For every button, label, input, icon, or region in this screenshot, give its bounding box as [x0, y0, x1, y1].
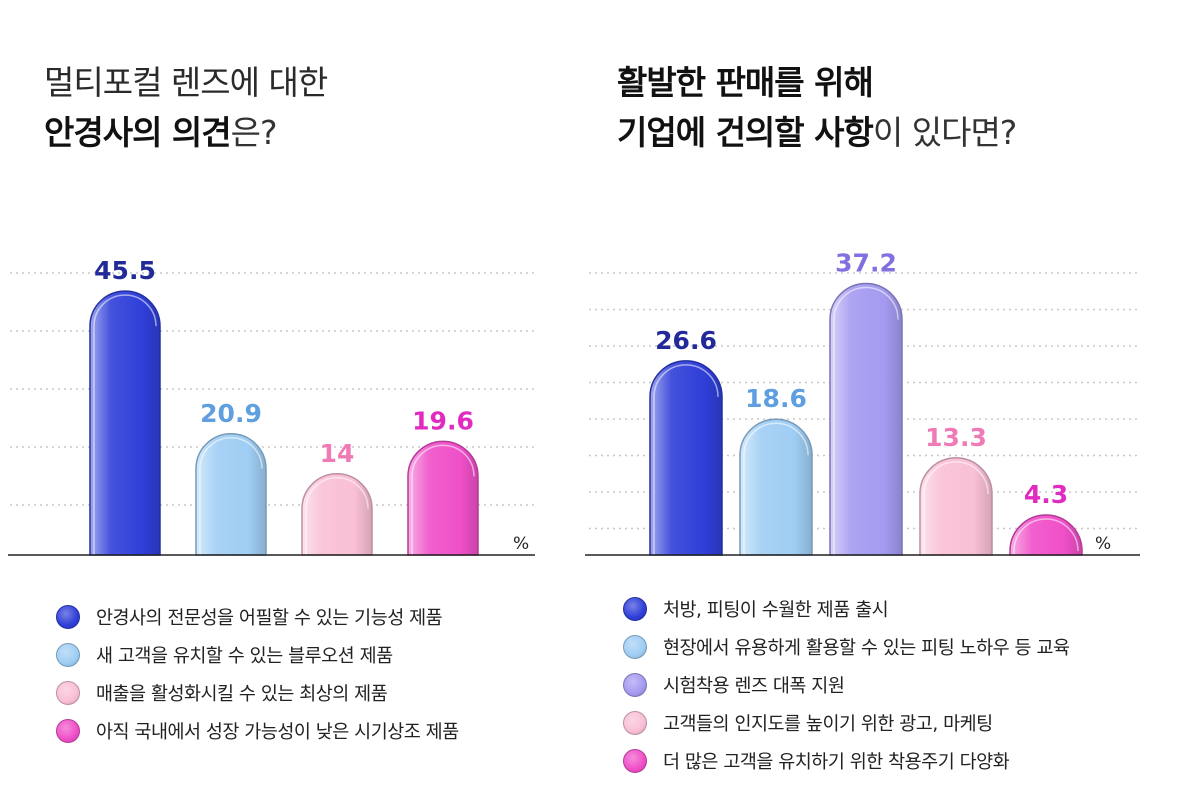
legend-label: 매출을 활성화시킬 수 있는 최상의 제품 — [96, 684, 388, 705]
right-title-line1: 활발한 판매를 위해 — [617, 63, 874, 102]
legend-item: 매출을 활성화시킬 수 있는 최상의 제품 — [56, 674, 459, 712]
unit-label: % — [1095, 534, 1111, 554]
legend-label: 처방, 피팅이 수월한 제품 출시 — [663, 600, 889, 621]
legend-swatch — [56, 605, 80, 629]
left-bar-chart: 45.5 20.9 14 19.6% — [8, 256, 535, 556]
left-title-bold: 안경사의 의견 — [44, 113, 232, 152]
data-label: 45.5 — [94, 256, 156, 285]
legend-swatch — [56, 643, 80, 667]
bar-highlight — [743, 422, 809, 555]
legend-label: 아직 국내에서 성장 가능성이 낮은 시기상조 제품 — [96, 722, 459, 743]
bar — [829, 282, 903, 556]
legend-swatch — [56, 681, 80, 705]
legend-swatch — [623, 711, 647, 735]
legend-swatch — [623, 673, 647, 697]
right-chart-title: 활발한 판매를 위해 기업에 건의할 사항이 있다면? — [617, 58, 1017, 158]
bar — [919, 457, 993, 556]
data-label: 37.2 — [835, 248, 897, 277]
legend-item: 안경사의 전문성을 어필할 수 있는 기능성 제품 — [56, 598, 459, 636]
right-title-bold2: 사항 — [814, 113, 874, 152]
bar — [739, 418, 813, 556]
legend-label: 안경사의 전문성을 어필할 수 있는 기능성 제품 — [96, 608, 443, 629]
legend-item: 새 고객을 유치할 수 있는 블루오션 제품 — [56, 636, 459, 674]
legend-swatch — [623, 635, 647, 659]
legend-item: 고객들의 인지도를 높이기 위한 광고, 마케팅 — [623, 704, 1070, 742]
bar — [407, 440, 479, 556]
bar — [649, 360, 723, 556]
legend-item: 시험착용 렌즈 대폭 지원 — [623, 666, 1070, 704]
data-label: 4.3 — [1024, 480, 1068, 509]
bar-highlight — [923, 461, 989, 555]
bar-highlight — [653, 364, 719, 555]
left-title-line1: 멀티포컬 렌즈에 대한 — [44, 63, 328, 102]
bar — [89, 290, 161, 556]
data-label: 19.6 — [412, 406, 474, 435]
left-chart-panel: 멀티포컬 렌즈에 대한 안경사의 의견은? 45.5 20.9 14 19.6% 안경… — [0, 0, 580, 807]
right-title-rest: 이 있다면? — [872, 113, 1017, 152]
legend-item: 처방, 피팅이 수월한 제품 출시 — [623, 590, 1070, 628]
unit-label: % — [513, 534, 529, 554]
legend-swatch — [56, 719, 80, 743]
legend-item: 아직 국내에서 성장 가능성이 낮은 시기상조 제품 — [56, 712, 459, 750]
legend-swatch — [623, 597, 647, 621]
data-label: 14 — [320, 439, 355, 468]
data-label: 13.3 — [925, 423, 987, 452]
data-label: 26.6 — [655, 326, 717, 355]
legend-swatch — [623, 749, 647, 773]
legend-label: 현장에서 유용하게 활용할 수 있는 피팅 노하우 등 교육 — [663, 638, 1070, 659]
right-title-bold1: 기업에 건의할 — [617, 113, 815, 152]
data-label: 18.6 — [745, 384, 807, 413]
left-title-rest: 은? — [230, 113, 278, 152]
legend-label: 새 고객을 유치할 수 있는 블루오션 제품 — [96, 646, 393, 667]
legend-label: 고객들의 인지도를 높이기 위한 광고, 마케팅 — [663, 714, 993, 735]
data-label: 20.9 — [200, 399, 262, 428]
right-bar-chart: 26.6 18.6 37.2 13.3 4.3% — [585, 248, 1140, 556]
left-chart-title: 멀티포컬 렌즈에 대한 안경사의 의견은? — [44, 58, 328, 158]
bar — [1009, 514, 1083, 556]
legend-item: 더 많은 고객을 유치하기 위한 착용주기 다양화 — [623, 742, 1070, 780]
right-chart-panel: 활발한 판매를 위해 기업에 건의할 사항이 있다면? 26.6 18.6 37.2… — [585, 0, 1181, 807]
bar-highlight — [199, 437, 263, 555]
legend-label: 시험착용 렌즈 대폭 지원 — [663, 676, 845, 697]
legend-label: 더 많은 고객을 유치하기 위한 착용주기 다양화 — [663, 752, 1010, 773]
bar-highlight — [93, 294, 157, 555]
bar-highlight — [411, 444, 475, 555]
bar-highlight — [305, 477, 369, 555]
bar — [195, 433, 267, 556]
bar — [301, 473, 373, 556]
bar-highlight — [1013, 518, 1079, 555]
legend-item: 현장에서 유용하게 활용할 수 있는 피팅 노하우 등 교육 — [623, 628, 1070, 666]
bar-highlight — [833, 286, 899, 555]
